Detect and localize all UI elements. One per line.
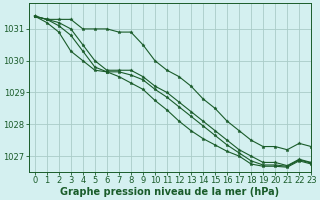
X-axis label: Graphe pression niveau de la mer (hPa): Graphe pression niveau de la mer (hPa) bbox=[60, 187, 280, 197]
